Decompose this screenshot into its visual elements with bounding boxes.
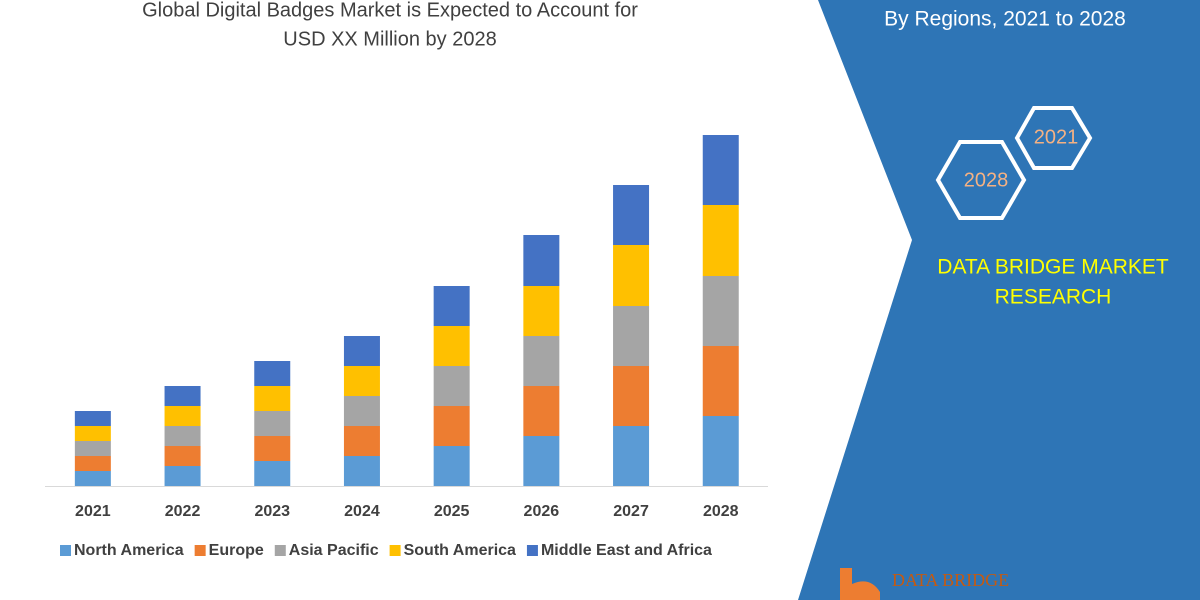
- legend-swatch: [274, 545, 286, 556]
- bar-segment: [343, 456, 380, 486]
- legend-swatch: [389, 545, 401, 556]
- chart-title: USD XX Million by 2028: [283, 28, 496, 50]
- hexagon: [1014, 106, 1093, 170]
- bar-segment: [702, 205, 739, 276]
- bar-segment: [523, 436, 560, 486]
- bar-segment: [254, 361, 291, 386]
- brand-text: DATA BRIDGE MARKET: [937, 256, 1169, 279]
- bar-segment: [74, 441, 111, 456]
- legend-label: North America: [74, 542, 184, 559]
- bar-segment: [433, 286, 470, 326]
- legend-swatch: [194, 545, 206, 556]
- bar-segment: [164, 386, 201, 406]
- brand-text: RESEARCH: [995, 286, 1112, 309]
- hex-label: 2028: [964, 169, 1009, 191]
- bar-segment: [702, 416, 739, 486]
- bar-segment: [613, 426, 650, 486]
- legend-swatch: [526, 545, 538, 556]
- x-tick-label: 2022: [165, 503, 201, 520]
- bar-segment: [254, 386, 291, 411]
- bar-segment: [613, 306, 650, 366]
- bar-segment: [254, 461, 291, 486]
- bar-segment: [343, 336, 380, 366]
- legend-label: South America: [404, 542, 516, 559]
- bar-segment: [613, 366, 650, 426]
- hexagon: [935, 140, 1027, 220]
- bar-segment: [433, 406, 470, 446]
- x-tick-label: 2023: [254, 503, 290, 520]
- bar-segment: [523, 235, 560, 286]
- bar-segment: [523, 286, 560, 336]
- bar-segment: [523, 336, 560, 386]
- bar-segment: [164, 426, 201, 446]
- bar-segment: [74, 411, 111, 426]
- bar-segment: [164, 406, 201, 426]
- bar-segment: [254, 411, 291, 436]
- legend-label: Europe: [209, 542, 264, 559]
- panel-subtitle: By Regions, 2021 to 2028: [884, 8, 1126, 31]
- bar-segment: [343, 366, 380, 396]
- bar-segment: [164, 466, 201, 486]
- x-tick-label: 2026: [524, 503, 560, 520]
- bar-segment: [433, 326, 470, 366]
- x-tick-label: 2025: [434, 503, 470, 520]
- logo-text: DATA BRIDGE: [892, 570, 1009, 590]
- x-tick-label: 2028: [703, 503, 739, 520]
- hex-label: 2021: [1034, 126, 1079, 148]
- x-tick-label: 2027: [613, 503, 649, 520]
- bar-segment: [702, 135, 739, 205]
- bar-segment: [433, 366, 470, 406]
- x-tick-label: 2021: [75, 503, 111, 520]
- legend-label: Asia Pacific: [289, 542, 379, 559]
- bar-segment: [74, 471, 111, 486]
- logo-icon: [840, 568, 880, 600]
- bar-segment: [343, 426, 380, 456]
- bar-segment: [613, 185, 650, 245]
- bar-segment: [433, 446, 470, 486]
- blue-panel: [798, 0, 1200, 600]
- chart-title: Global Digital Badges Market is Expected…: [142, 0, 638, 21]
- bar-segment: [343, 396, 380, 426]
- legend-swatch: [60, 545, 71, 556]
- x-tick-label: 2024: [344, 503, 380, 520]
- bar-segment: [74, 426, 111, 441]
- bar-segment: [523, 386, 560, 436]
- bar-segment: [74, 456, 111, 471]
- legend-label: Middle East and Africa: [541, 542, 712, 559]
- bar-segment: [254, 436, 291, 461]
- bar-segment: [702, 346, 739, 416]
- bar-segment: [613, 245, 650, 306]
- bar-segment: [164, 446, 201, 466]
- bar-segment: [702, 276, 739, 346]
